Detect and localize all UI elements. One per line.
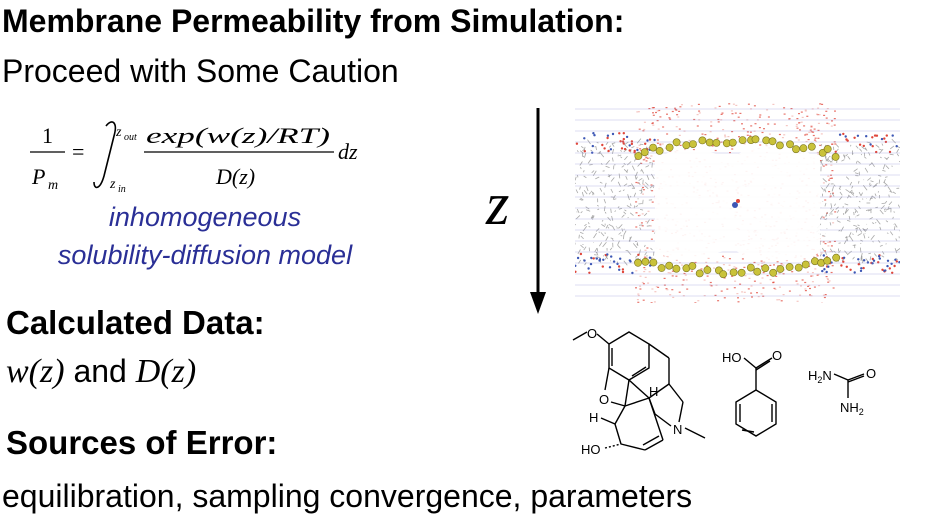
sources-of-error-heading: Sources of Error: [6,424,278,461]
formula-equals: = [72,139,84,164]
morphine-ho: HO [581,442,601,457]
morphine-methoxy-o: O [587,326,597,341]
morphine-h1: H [649,384,658,399]
benzoic-ho: HO [722,350,742,365]
model-label-line1: inhomogeneous [108,202,302,232]
calculated-data-body: w(z) and D(z) [6,352,196,391]
slide-title: Membrane Permeability from Simulation: [2,3,625,39]
formula-upper-limit: z [115,125,122,140]
morphine-n: N [673,422,682,437]
sim-pore [655,145,820,262]
formula-integrand-numerator: exp(w(z)/RT) [146,123,330,148]
formula-upper-limit-sub: out [124,132,137,143]
sim-permeant [732,202,738,208]
slide-subtitle: Proceed with Some Caution [2,53,399,89]
permeability-formula: 1 P m = z out z in exp(w(z)/RT) D(z) dz [28,112,388,202]
urea-h2n: H2N [808,368,832,385]
formula-integrand-denominator: D(z) [215,164,255,189]
formula-lower-limit-sub: in [118,184,126,195]
model-label-line2: solubility-diffusion model [57,240,353,270]
calculated-data-heading: Calculated Data: [6,304,265,341]
sources-of-error-body: equilibration, sampling convergence, par… [2,478,693,514]
formula-p: P [31,164,45,189]
urea-nh2: NH2 [840,400,864,417]
formula-p-sub: m [48,178,58,193]
z-axis-arrow: z [478,106,558,318]
morphine-structure: O O H H N HO [572,326,706,457]
w-of-z: w(z) [6,353,65,390]
urea-structure: H2N O NH2 [808,366,876,417]
morphine-ring-o: O [599,392,609,407]
z-axis-label: z [485,171,509,237]
benzoic-o: O [772,348,782,363]
d-of-z: D(z) [135,353,197,390]
and-word: and [73,353,127,389]
membrane-simulation-image [571,103,903,304]
urea-o: O [866,366,876,381]
formula-differential: dz [338,139,358,164]
morphine-h2: H [589,410,598,425]
formula-lower-limit: z [109,177,116,192]
benzoic-acid-structure: HO O [722,348,782,437]
formula-one: 1 [42,123,53,148]
